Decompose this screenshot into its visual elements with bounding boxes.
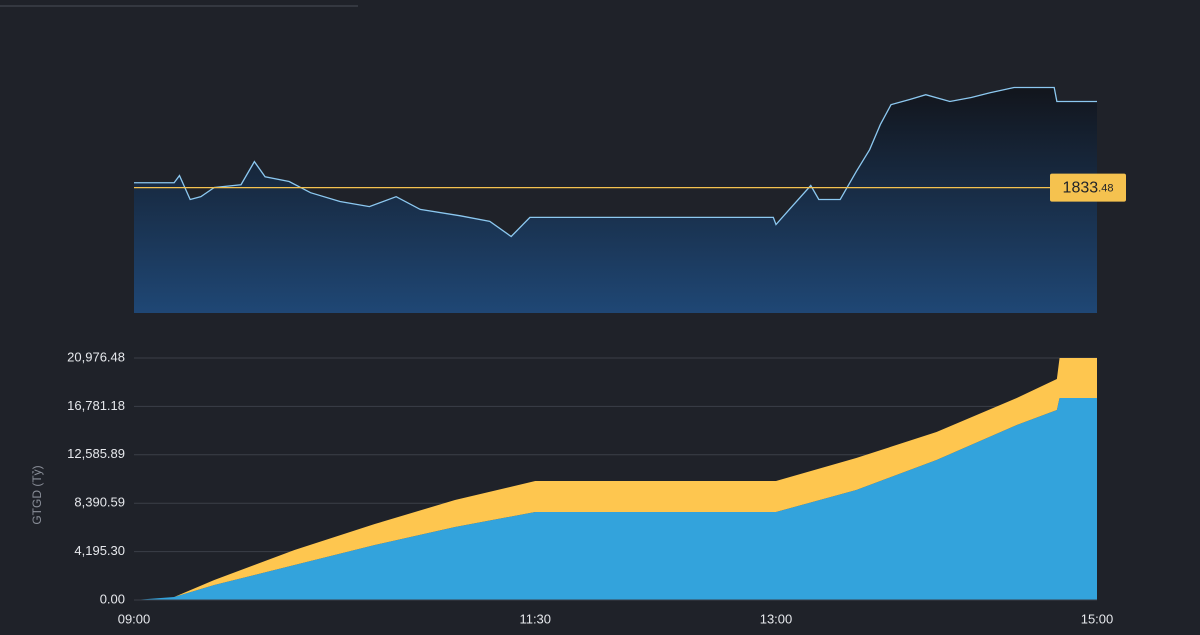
y-tick-label: 0.00 (100, 591, 125, 606)
reference-label: 1833.48 (1063, 180, 1114, 197)
x-tick-label: 09:00 (118, 611, 151, 626)
price-area (134, 87, 1097, 314)
volume-area (134, 358, 1097, 600)
y-tick-label: 16,781.18 (67, 398, 125, 413)
reference-label-box (1050, 173, 1126, 202)
x-tick-label: 13:00 (760, 611, 793, 626)
y-axis-label: GTGD (Tỷ) (30, 465, 44, 524)
y-tick-label: 4,195.30 (74, 543, 125, 558)
x-tick-label: 15:00 (1081, 611, 1114, 626)
price-line (134, 86, 1097, 238)
volume-area (134, 398, 1097, 600)
y-tick-label: 12,585.89 (67, 446, 125, 461)
y-tick-label: 8,390.59 (74, 495, 125, 510)
y-tick-label: 20,976.48 (67, 349, 125, 364)
x-tick-label: 11:30 (519, 611, 551, 626)
